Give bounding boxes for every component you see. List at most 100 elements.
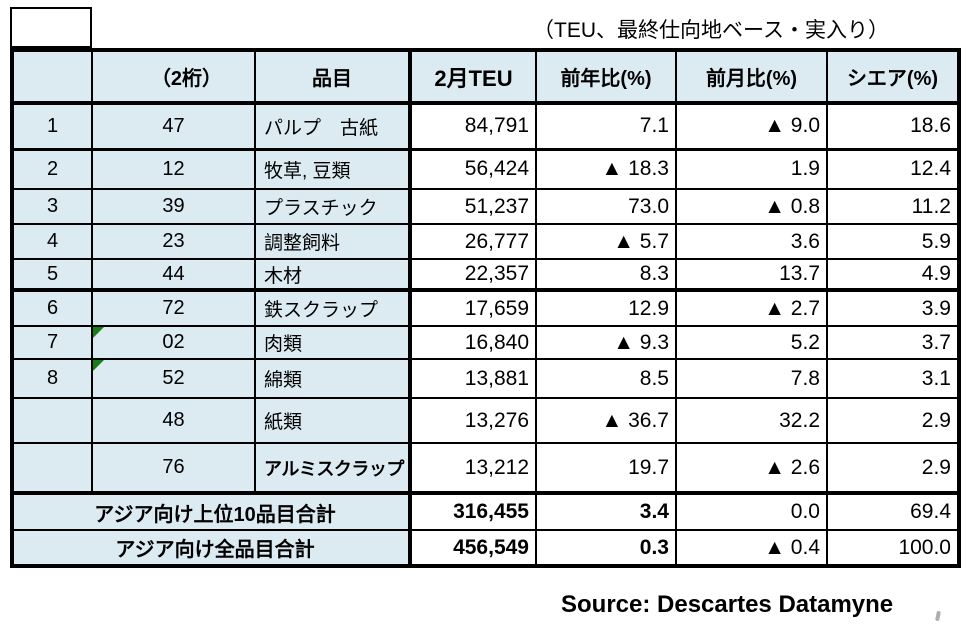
cell-teu: 16,840	[409, 325, 537, 360]
column-header-code: （2桁）	[91, 49, 256, 105]
cell-mom: ▲ 0.8	[675, 188, 828, 225]
total-cell-mom: 0.0	[675, 492, 828, 531]
total-label: アジア向け全品目合計	[11, 529, 412, 567]
cell-yoy: 73.0	[535, 188, 677, 225]
excel-flag-icon	[94, 328, 104, 338]
cell-share: 12.4	[826, 148, 960, 190]
table-row: 8 52 綿類 13,881 8.5 7.8 3.1	[11, 358, 960, 399]
cell-code: 02	[91, 325, 256, 360]
table-row: 4 23 調整飼料 26,777 ▲ 5.7 3.6 5.9	[11, 223, 960, 260]
cell-rank: 2	[11, 148, 93, 190]
cell-code: 48	[91, 397, 256, 444]
cell-yoy: 19.7	[535, 442, 677, 495]
cell-teu: 26,777	[409, 223, 537, 260]
cell-yoy: 7.1	[535, 102, 677, 151]
cell-rank	[11, 442, 93, 495]
table-row: 7 02 肉類 16,840 ▲ 9.3 5.2 3.7	[11, 325, 960, 360]
table-row: 6 72 鉄スクラップ 17,659 12.9 ▲ 2.7 3.9	[11, 289, 960, 327]
cell-code: 44	[91, 258, 256, 292]
cell-yoy: 8.5	[535, 358, 677, 399]
cell-teu: 13,881	[409, 358, 537, 399]
cell-code: 76	[91, 442, 256, 495]
cell-mom: 7.8	[675, 358, 828, 399]
cell-rank: 7	[11, 325, 93, 360]
cell-rank: 3	[11, 188, 93, 225]
cell-yoy: ▲ 9.3	[535, 325, 677, 360]
cell-code-text: 02	[162, 331, 185, 353]
cell-yoy: ▲ 5.7	[535, 223, 677, 260]
cell-mom: ▲ 2.6	[675, 442, 828, 495]
cell-code: 39	[91, 188, 256, 225]
total-cell-teu: 456,549	[409, 529, 537, 567]
total-cell-share: 100.0	[826, 529, 960, 567]
cell-code-text: 52	[162, 367, 185, 389]
stray-mark	[935, 610, 941, 622]
cell-share: 4.9	[826, 258, 960, 292]
commodity-table: （2桁） 品目 2月TEU 前年比(%) 前月比(%) シエア(%) 1 47 パルプ 古紙 8…	[10, 48, 961, 568]
cell-rank: 6	[11, 289, 93, 327]
cell-yoy: ▲ 18.3	[535, 148, 677, 190]
cell-share: 18.6	[826, 102, 960, 151]
empty-corner-cell	[10, 7, 92, 48]
cell-share: 2.9	[826, 442, 960, 495]
cell-rank: 4	[11, 223, 93, 260]
excel-flag-icon	[94, 361, 104, 371]
cell-item: パルプ 古紙	[254, 102, 412, 151]
cell-code: 47	[91, 102, 256, 151]
table-row: 1 47 パルプ 古紙 84,791 7.1 ▲ 9.0 18.6	[11, 102, 960, 151]
cell-code: 12	[91, 148, 256, 190]
cell-mom: ▲ 9.0	[675, 102, 828, 151]
cell-item: アルミスクラップ	[254, 442, 412, 495]
table-row: 3 39 プラスチック 51,237 73.0 ▲ 0.8 11.2	[11, 188, 960, 225]
cell-teu: 51,237	[409, 188, 537, 225]
cell-teu: 84,791	[409, 102, 537, 151]
table-row: 76 アルミスクラップ 13,212 19.7 ▲ 2.6 2.9	[11, 442, 960, 495]
cell-teu: 13,276	[409, 397, 537, 444]
cell-item: 肉類	[254, 325, 412, 360]
column-header-share: シエア(%)	[826, 49, 960, 105]
total-cell-mom: ▲ 0.4	[675, 529, 828, 567]
cell-teu: 22,357	[409, 258, 537, 292]
cell-yoy: ▲ 36.7	[535, 397, 677, 444]
cell-item: 調整飼料	[254, 223, 412, 260]
cell-yoy: 12.9	[535, 289, 677, 327]
table-body: 1 47 パルプ 古紙 84,791 7.1 ▲ 9.0 18.6 2 12 牧草, 豆類 56,4…	[11, 102, 960, 567]
cell-mom: ▲ 2.7	[675, 289, 828, 327]
cell-share: 3.9	[826, 289, 960, 327]
cell-mom: 32.2	[675, 397, 828, 444]
cell-code: 72	[91, 289, 256, 327]
total-label: アジア向け上位10品目合計	[11, 492, 412, 531]
total-row: アジア向け上位10品目合計 316,455 3.4 0.0 69.4	[11, 492, 960, 531]
column-header-item: 品目	[254, 49, 412, 105]
cell-item: 紙類	[254, 397, 412, 444]
table-header: （2桁） 品目 2月TEU 前年比(%) 前月比(%) シエア(%)	[11, 49, 960, 105]
total-cell-teu: 316,455	[409, 492, 537, 531]
cell-teu: 13,212	[409, 442, 537, 495]
total-row: アジア向け全品目合計 456,549 0.3 ▲ 0.4 100.0	[11, 529, 960, 567]
cell-code: 23	[91, 223, 256, 260]
cell-rank: 1	[11, 102, 93, 151]
cell-share: 2.9	[826, 397, 960, 444]
column-header-rank	[11, 49, 93, 105]
table-row: 2 12 牧草, 豆類 56,424 ▲ 18.3 1.9 12.4	[11, 148, 960, 190]
total-cell-share: 69.4	[826, 492, 960, 531]
cell-mom: 1.9	[675, 148, 828, 190]
table-row: 5 44 木材 22,357 8.3 13.7 4.9	[11, 258, 960, 292]
source-credit: Source: Descartes Datamyne	[561, 591, 894, 618]
cell-rank: 5	[11, 258, 93, 292]
unit-note: （TEU、最終仕向地ベース・実入り）	[533, 19, 889, 42]
cell-yoy: 8.3	[535, 258, 677, 292]
cell-share: 3.1	[826, 358, 960, 399]
table-row: 48 紙類 13,276 ▲ 36.7 32.2 2.9	[11, 397, 960, 444]
cell-share: 5.9	[826, 223, 960, 260]
column-header-teu: 2月TEU	[409, 49, 537, 105]
cell-share: 3.7	[826, 325, 960, 360]
cell-code: 52	[91, 358, 256, 399]
column-header-mom: 前月比(%)	[675, 49, 828, 105]
cell-mom: 13.7	[675, 258, 828, 292]
cell-item: 綿類	[254, 358, 412, 399]
cell-item: 木材	[254, 258, 412, 292]
header-row: （2桁） 品目 2月TEU 前年比(%) 前月比(%) シエア(%)	[11, 49, 960, 105]
cell-mom: 3.6	[675, 223, 828, 260]
cell-teu: 56,424	[409, 148, 537, 190]
